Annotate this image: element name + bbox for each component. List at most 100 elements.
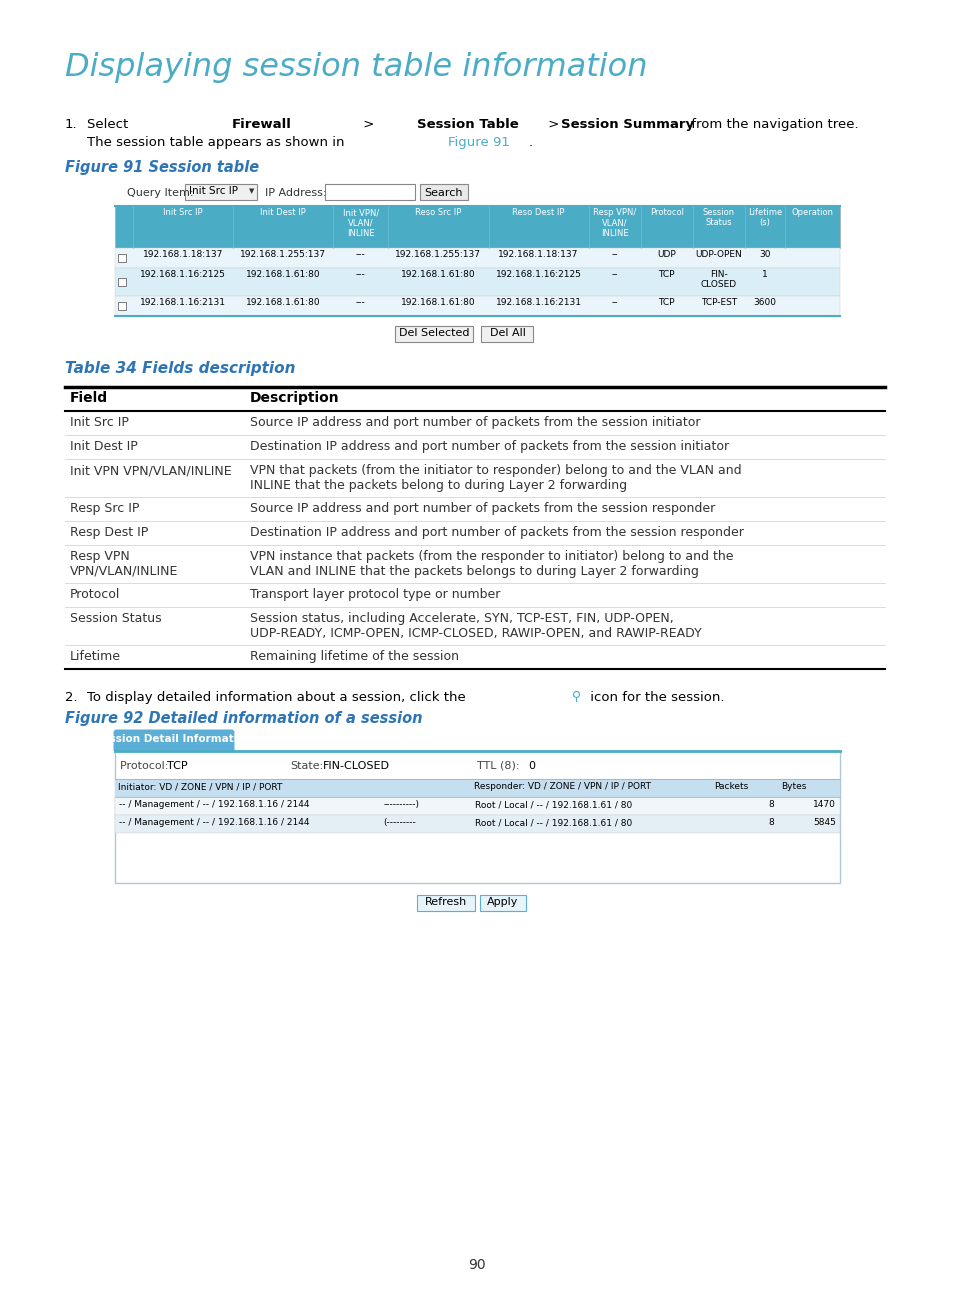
Text: TCP: TCP	[167, 761, 188, 771]
Text: --: --	[611, 250, 618, 259]
Text: Session Summary: Session Summary	[560, 118, 693, 131]
Text: FIN-
CLOSED: FIN- CLOSED	[700, 270, 736, 289]
Text: Init Dest IP: Init Dest IP	[70, 441, 137, 454]
Bar	[118, 254, 126, 262]
Text: 8: 8	[768, 818, 774, 827]
Text: 1: 1	[761, 270, 767, 279]
Bar	[118, 302, 126, 310]
Text: 192.168.1.255:137: 192.168.1.255:137	[240, 250, 326, 259]
Text: Session Table: Session Table	[416, 118, 518, 131]
Text: 0: 0	[515, 761, 536, 771]
Text: TCP: TCP	[658, 270, 675, 279]
Bar	[115, 248, 840, 268]
Text: Displaying session table information: Displaying session table information	[65, 52, 647, 83]
Text: TCP-EST: TCP-EST	[700, 298, 736, 307]
Text: ---: ---	[355, 250, 365, 259]
Text: Session Status: Session Status	[70, 612, 161, 625]
Text: Reso Dest IP: Reso Dest IP	[512, 207, 564, 216]
Bar	[115, 815, 840, 833]
Text: Resp VPN
VPN/VLAN/INLINE: Resp VPN VPN/VLAN/INLINE	[70, 550, 178, 578]
Text: Lifetime
(s): Lifetime (s)	[747, 207, 781, 227]
Text: >: >	[544, 118, 563, 131]
Text: --: --	[611, 270, 618, 279]
Text: IP Address:: IP Address:	[265, 188, 326, 198]
Bar	[115, 779, 840, 797]
Text: ⚲: ⚲	[571, 689, 580, 702]
Text: VPN instance that packets (from the responder to initiator) belong to and the
VL: VPN instance that packets (from the resp…	[250, 550, 733, 578]
Text: -- / Management / -- / 192.168.1.16 / 2144: -- / Management / -- / 192.168.1.16 / 21…	[119, 818, 309, 827]
Text: Source IP address and port number of packets from the session initiator: Source IP address and port number of pac…	[250, 416, 700, 429]
Text: Search: Search	[424, 188, 463, 198]
Text: Resp Dest IP: Resp Dest IP	[70, 526, 148, 539]
Bar	[115, 797, 840, 815]
Text: 192.168.1.16:2125: 192.168.1.16:2125	[140, 270, 226, 279]
Text: Transport layer protocol type or number: Transport layer protocol type or number	[250, 588, 500, 601]
Text: State:: State:	[290, 761, 323, 771]
Text: --: --	[611, 298, 618, 307]
Bar	[479, 896, 525, 911]
Text: Resp VPN/
VLAN/
INLINE: Resp VPN/ VLAN/ INLINE	[593, 207, 636, 237]
Text: Figure 92 Detailed information of a session: Figure 92 Detailed information of a sess…	[65, 712, 422, 726]
Text: Remaining lifetime of the session: Remaining lifetime of the session	[250, 651, 458, 664]
Text: VPN that packets (from the initiator to responder) belong to and the VLAN and
IN: VPN that packets (from the initiator to …	[250, 464, 740, 492]
Text: ---: ---	[355, 298, 365, 307]
Text: Session status, including Accelerate, SYN, TCP-EST, FIN, UDP-OPEN,
UDP-READY, IC: Session status, including Accelerate, SY…	[250, 612, 701, 640]
Text: Description: Description	[250, 391, 339, 404]
Text: Responder: VD / ZONE / VPN / IP / PORT: Responder: VD / ZONE / VPN / IP / PORT	[474, 781, 651, 791]
Text: UDP: UDP	[657, 250, 676, 259]
Text: To display detailed information about a session, click the: To display detailed information about a …	[87, 691, 470, 704]
Text: Destination IP address and port number of packets from the session responder: Destination IP address and port number o…	[250, 526, 743, 539]
Text: 192.168.1.16:2131: 192.168.1.16:2131	[495, 298, 581, 307]
Bar	[419, 184, 468, 200]
Text: Protocol: Protocol	[70, 588, 120, 601]
Bar	[118, 279, 126, 286]
Bar	[115, 750, 840, 883]
Text: 1.: 1.	[65, 118, 77, 131]
Text: ▼: ▼	[249, 188, 254, 194]
Text: ----------): ----------)	[383, 800, 418, 809]
Text: -- / Management / -- / 192.168.1.16 / 2144: -- / Management / -- / 192.168.1.16 / 21…	[119, 800, 309, 809]
Text: icon for the session.: icon for the session.	[585, 691, 723, 704]
Text: 192.168.1.61:80: 192.168.1.61:80	[400, 298, 476, 307]
Text: Field: Field	[70, 391, 108, 404]
Text: Query Item:: Query Item:	[127, 188, 193, 198]
FancyBboxPatch shape	[113, 730, 234, 753]
Text: 192.168.1.61:80: 192.168.1.61:80	[246, 298, 320, 307]
Text: Source IP address and port number of packets from the session responder: Source IP address and port number of pac…	[250, 502, 715, 515]
Text: Operation: Operation	[791, 207, 833, 216]
Text: TTL (8):: TTL (8):	[476, 761, 519, 771]
Text: Bytes: Bytes	[781, 781, 806, 791]
Text: Init Src IP: Init Src IP	[163, 207, 203, 216]
Text: Init Src IP: Init Src IP	[70, 416, 129, 429]
Text: ---: ---	[355, 270, 365, 279]
Text: 192.168.1.16:2125: 192.168.1.16:2125	[496, 270, 581, 279]
Text: Root / Local / -- / 192.168.1.61 / 80: Root / Local / -- / 192.168.1.61 / 80	[475, 818, 632, 827]
Text: Initiator: VD / ZONE / VPN / IP / PORT: Initiator: VD / ZONE / VPN / IP / PORT	[118, 781, 282, 791]
Text: 192.168.1.18:137: 192.168.1.18:137	[143, 250, 223, 259]
Text: Reso Src IP: Reso Src IP	[415, 207, 461, 216]
Text: >: >	[358, 118, 378, 131]
Text: Resp Src IP: Resp Src IP	[70, 502, 139, 515]
Text: Init Src IP: Init Src IP	[189, 187, 237, 196]
Text: Init VPN/
VLAN/
INLINE: Init VPN/ VLAN/ INLINE	[342, 207, 378, 237]
Text: 192.168.1.255:137: 192.168.1.255:137	[395, 250, 481, 259]
Bar	[416, 896, 475, 911]
Text: Destination IP address and port number of packets from the session initiator: Destination IP address and port number o…	[250, 441, 728, 454]
Bar	[115, 295, 840, 316]
Text: 192.168.1.16:2131: 192.168.1.16:2131	[140, 298, 226, 307]
Text: Firewall: Firewall	[232, 118, 292, 131]
Text: from the navigation tree.: from the navigation tree.	[686, 118, 858, 131]
Text: Session Detail Information: Session Detail Information	[95, 734, 253, 744]
Text: TCP: TCP	[658, 298, 675, 307]
Bar	[325, 184, 415, 200]
Text: Del All: Del All	[489, 328, 525, 338]
Text: 192.168.1.61:80: 192.168.1.61:80	[246, 270, 320, 279]
Text: Init Dest IP: Init Dest IP	[260, 207, 306, 216]
Text: Session
Status: Session Status	[702, 207, 734, 227]
Text: Init VPN VPN/VLAN/INLINE: Init VPN VPN/VLAN/INLINE	[70, 464, 232, 477]
Text: Apply: Apply	[487, 897, 518, 907]
Text: UDP-OPEN: UDP-OPEN	[695, 250, 741, 259]
Text: (---------: (---------	[383, 818, 416, 827]
Text: Packets: Packets	[713, 781, 747, 791]
Text: .: .	[528, 136, 532, 149]
